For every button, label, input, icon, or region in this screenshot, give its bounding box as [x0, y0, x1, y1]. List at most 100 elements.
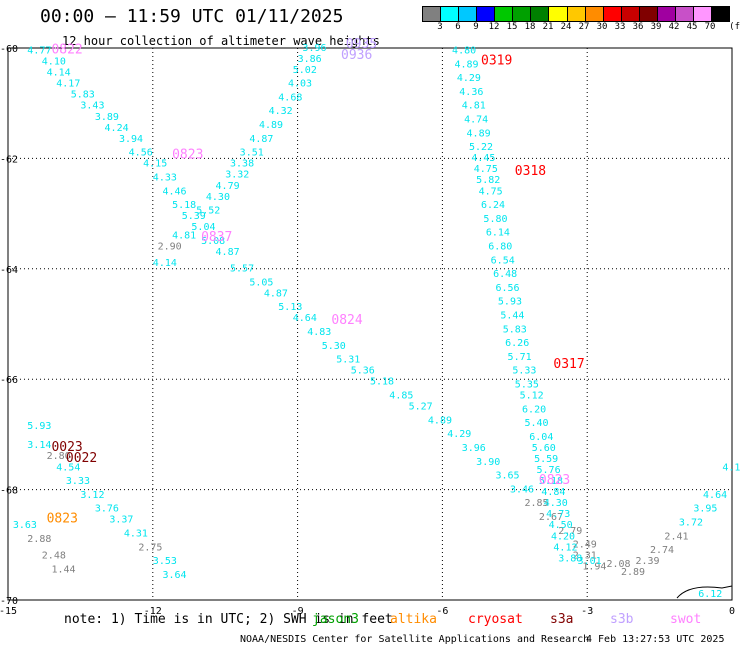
- legend-swatch: [495, 7, 514, 21]
- legend-swatch: [585, 7, 604, 21]
- wave-height-value: 6.54: [491, 255, 515, 266]
- lat-tick-label: -68: [0, 486, 18, 497]
- wave-height-value: 3.65: [495, 471, 519, 482]
- wave-height-value: 3.96: [462, 443, 486, 454]
- wave-height-value: 4.81: [462, 101, 486, 112]
- wave-height-value: 5.18: [370, 377, 394, 388]
- wave-height-value: 4.36: [459, 87, 483, 98]
- wave-height-value: 5.40: [524, 418, 548, 429]
- wave-height-value: 3.37: [109, 515, 133, 526]
- legend-swatch: [513, 7, 532, 21]
- wave-height-value: 3.32: [225, 170, 249, 181]
- wave-height-value: 5.22: [469, 142, 493, 153]
- wave-height-value: 3.38: [230, 159, 254, 170]
- wave-height-value: 4.54: [56, 462, 80, 473]
- legend-label: 21: [542, 22, 554, 32]
- legend-label: 15: [506, 22, 518, 32]
- wave-height-value: 5.57: [230, 264, 254, 275]
- color-legend: [422, 6, 730, 22]
- credit-line: NOAA/NESDIS Center for Satellite Applica…: [240, 634, 590, 645]
- wave-height-value: 4.24: [105, 123, 129, 134]
- wave-height-value: 4.73: [546, 509, 570, 520]
- wave-height-value: 4.30: [544, 498, 568, 509]
- satellite-legend-item: s3b: [610, 612, 634, 627]
- legend-swatch: [477, 7, 496, 21]
- wave-height-value: 5.13: [278, 302, 302, 313]
- legend-label: 33: [614, 22, 626, 32]
- wave-height-value: 3.33: [66, 476, 90, 487]
- lon-tick-label: 0: [729, 606, 735, 617]
- wave-height-value: 4.33: [153, 172, 177, 183]
- wave-height-value: 4.29: [447, 429, 471, 440]
- lon-tick-label: -12: [144, 606, 162, 617]
- wave-height-value: 2.80: [47, 451, 71, 462]
- wave-height-value: 2.49: [573, 540, 597, 551]
- legend-swatch: [459, 7, 478, 21]
- wave-height-value: 4.68: [278, 92, 302, 103]
- legend-label: 39: [650, 22, 662, 32]
- legend-label: 24: [560, 22, 572, 32]
- wave-height-value: 6.14: [486, 228, 510, 239]
- lon-tick-label: -9: [292, 606, 304, 617]
- wave-height-value: 3.12: [80, 490, 104, 501]
- legend-label: 27: [578, 22, 590, 32]
- wave-height-value: 5.71: [508, 352, 532, 363]
- wave-height-value: 5.31: [336, 355, 360, 366]
- wave-height-value: 4.81: [172, 230, 196, 241]
- wave-height-value: 4.29: [457, 73, 481, 84]
- track-time-label: 0317: [553, 357, 584, 372]
- wave-height-value: 4.30: [206, 192, 230, 203]
- legend-label: 30: [596, 22, 608, 32]
- wave-height-value: 6.20: [522, 404, 546, 415]
- wave-height-value: 5.04: [191, 222, 215, 233]
- track-time-label: 0823: [172, 147, 203, 162]
- wave-height-value: 4.74: [464, 115, 488, 126]
- wave-height-value: 5.08: [201, 236, 225, 247]
- wave-height-value: 3.88: [558, 553, 582, 564]
- wave-height-value: 5.76: [537, 465, 561, 476]
- legend-swatch: [423, 7, 442, 21]
- wave-height-value: 4.77: [27, 46, 51, 57]
- wave-height-value: 5.44: [500, 310, 524, 321]
- wave-height-value: 3.96: [302, 43, 326, 54]
- wave-height-value: 4.89: [467, 128, 491, 139]
- wave-height-value: 2.48: [42, 551, 66, 562]
- wave-height-value: 2.88: [27, 534, 51, 545]
- wave-height-value: 4.64: [293, 313, 317, 324]
- legend-swatch: [603, 7, 622, 21]
- track-time-label: 0023: [51, 440, 82, 455]
- wave-height-value: 4.12: [722, 462, 740, 473]
- wave-height-value: 4.75: [479, 186, 503, 197]
- legend-swatch: [567, 7, 586, 21]
- wave-height-value: 5.39: [182, 211, 206, 222]
- satellite-legend-item: s3a: [550, 612, 574, 627]
- wave-height-value: 2.85: [524, 498, 548, 509]
- track-time-label: 0822: [51, 43, 82, 58]
- wave-height-value: 6.48: [493, 269, 517, 280]
- legend-swatch: [675, 7, 694, 21]
- wave-height-value: 5.36: [351, 366, 375, 377]
- lon-tick-label: -3: [581, 606, 593, 617]
- wave-height-value: 5.52: [196, 206, 220, 217]
- wave-height-value: 1.94: [582, 562, 606, 573]
- wave-height-value: 5.80: [483, 214, 507, 225]
- wave-height-value: 3.43: [80, 101, 104, 112]
- wave-height-value: 3.46: [510, 484, 534, 495]
- legend-swatch: [639, 7, 658, 21]
- track-time-label: 0318: [515, 164, 546, 179]
- wave-height-value: 5.33: [512, 366, 536, 377]
- legend-label: 18: [524, 22, 536, 32]
- wave-height-value: 4.12: [553, 542, 577, 553]
- legend-label: 45: [686, 22, 698, 32]
- wave-height-value: 4.20: [551, 531, 575, 542]
- wave-height-value: 5.35: [515, 379, 539, 390]
- wave-height-value: 2.89: [621, 567, 645, 578]
- lat-tick-label: -62: [0, 154, 18, 165]
- wave-height-value: 4.45: [471, 153, 495, 164]
- wave-height-value: 4.87: [264, 288, 288, 299]
- track-time-label: 0823: [539, 473, 570, 488]
- wave-height-value: 3.64: [162, 570, 186, 581]
- wave-height-value: 6.26: [505, 338, 529, 349]
- track-time-label: 0935: [346, 37, 377, 52]
